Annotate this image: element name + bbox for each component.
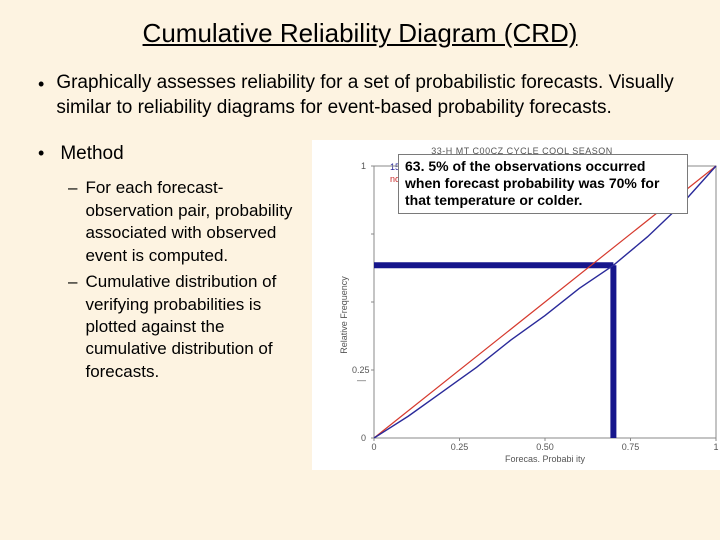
method-sublist: – For each forecast-observation pair, pr…	[38, 177, 298, 383]
x-tick-label: 0.50	[536, 442, 554, 452]
y-tick-label: 0.25 —	[352, 365, 366, 385]
chart-column: 33-H MT C00CZ CYCLE COOL SEASON 1550 Sta…	[312, 140, 682, 470]
sub-item-2: – Cumulative distribution of verifying p…	[68, 271, 298, 383]
y-axis-label: Relative Frequency	[339, 277, 349, 355]
sub-item-1-text: For each forecast-observation pair, prob…	[85, 177, 298, 267]
callout-box: 63. 5% of the observations occurred when…	[398, 154, 688, 213]
page-title: Cumulative Reliability Diagram (CRD)	[0, 0, 720, 49]
y-tick-label: 0	[352, 433, 366, 443]
bullet-dot: •	[38, 140, 44, 167]
second-block: • Method – For each forecast-observation…	[38, 140, 682, 470]
method-heading: • Method	[38, 140, 298, 167]
bullet-1-text: Graphically assesses reliability for a s…	[56, 71, 682, 120]
content-area: • Graphically assesses reliability for a…	[0, 49, 720, 470]
x-tick-label: 1	[713, 442, 718, 452]
method-label: Method	[60, 143, 123, 165]
bullet-dot: •	[38, 71, 44, 120]
sub-item-1: – For each forecast-observation pair, pr…	[68, 177, 298, 267]
dash: –	[68, 177, 77, 267]
x-tick-label: 0.75	[622, 442, 640, 452]
callout-text: 63. 5% of the observations occurred when…	[405, 158, 659, 208]
x-tick-label: 0.25	[451, 442, 469, 452]
x-tick-label: 0	[371, 442, 376, 452]
bullet-1: • Graphically assesses reliability for a…	[38, 71, 682, 120]
method-column: • Method – For each forecast-observation…	[38, 140, 298, 387]
sub-item-2-text: Cumulative distribution of verifying pro…	[85, 271, 298, 383]
dash: –	[68, 271, 77, 383]
x-axis-label: Forecas. Probabi ity	[370, 454, 720, 464]
y-tick-label: 1	[352, 161, 366, 171]
